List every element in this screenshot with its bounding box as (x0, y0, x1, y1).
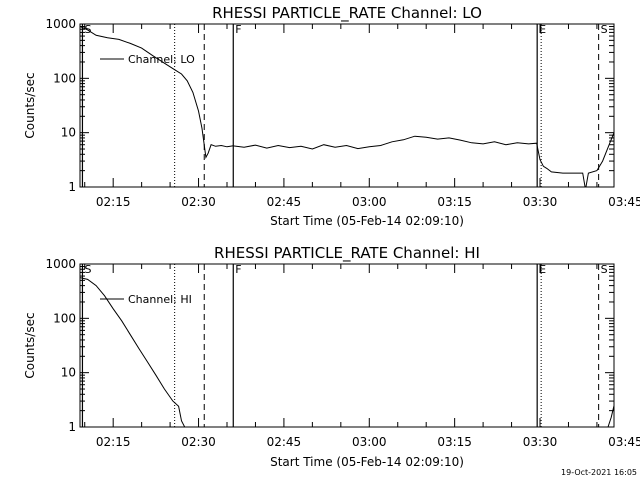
event-marker-label: F (235, 263, 241, 276)
x-tick-label: 03:15 (437, 195, 472, 209)
y-axis-label: Counts/sec (23, 312, 37, 378)
data-series-line (607, 403, 614, 427)
x-tick-label: 02:30 (181, 435, 216, 449)
x-tick-label: 03:00 (352, 435, 387, 449)
event-marker-label: E (539, 23, 546, 36)
plot-frame (79, 263, 615, 428)
x-tick-label: 03:45 (608, 435, 640, 449)
y-axis-label: Counts/sec (23, 72, 37, 138)
chart-title: RHESSI PARTICLE_RATE Channel: LO (212, 4, 482, 23)
x-tick-label: 03:15 (437, 435, 472, 449)
x-tick-label: 03:30 (523, 195, 558, 209)
x-axis-label: Start Time (05-Feb-14 02:09:10) (270, 455, 464, 469)
y-tick-label: 1 (68, 420, 76, 434)
event-marker-label: S (84, 263, 91, 276)
legend-label: Channel: LO (128, 53, 195, 66)
y-tick-label: 10 (61, 366, 76, 380)
timestamp-label: 19-Oct-2021 16:05 (561, 468, 637, 477)
x-tick-label: 02:30 (181, 195, 216, 209)
event-marker-label: S (84, 23, 91, 36)
x-tick-label: 02:15 (96, 435, 131, 449)
x-tick-label: 02:45 (267, 195, 302, 209)
x-tick-label: 03:30 (523, 435, 558, 449)
y-tick-label: 10 (61, 126, 76, 140)
panel-hi-channel: RHESSI PARTICLE_RATE Channel: HI 1 10 100 10… (23, 244, 640, 469)
legend-label: Channel: HI (128, 293, 192, 306)
event-marker-label: S (601, 263, 608, 276)
panel-lo-channel: RHESSI PARTICLE_RATE Channel: LO 1 10 100 10… (23, 4, 640, 228)
event-marker-label: E (539, 263, 546, 276)
data-series-line (80, 26, 614, 187)
y-tick-label: 100 (53, 311, 76, 325)
x-tick-label: 02:15 (96, 195, 131, 209)
event-marker-label: S (601, 23, 608, 36)
y-tick-label: 100 (53, 71, 76, 85)
chart-title: RHESSI PARTICLE_RATE Channel: HI (214, 244, 480, 263)
event-marker-label: F (235, 23, 241, 36)
plot-frame (79, 23, 615, 188)
y-tick-label: 1000 (45, 17, 76, 31)
data-series-line (80, 277, 186, 427)
x-axis-label: Start Time (05-Feb-14 02:09:10) (270, 214, 464, 228)
y-tick-label: 1000 (45, 257, 76, 271)
x-tick-label: 03:00 (352, 195, 387, 209)
y-tick-label: 1 (68, 180, 76, 194)
x-tick-label: 02:45 (267, 435, 302, 449)
x-tick-label: 03:45 (608, 195, 640, 209)
